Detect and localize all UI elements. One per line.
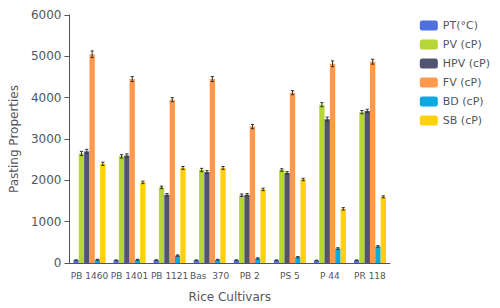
svg-text:PR 118: PR 118: [354, 271, 386, 281]
svg-text:0: 0: [54, 256, 62, 270]
svg-text:Pasting Properties: Pasting Properties: [7, 85, 21, 193]
svg-text:6000: 6000: [31, 8, 62, 22]
svg-text:PS 5: PS 5: [280, 271, 300, 281]
svg-text:PT(°C): PT(°C): [443, 19, 478, 32]
svg-text:PB 1121: PB 1121: [151, 271, 188, 281]
svg-text:2000: 2000: [31, 173, 62, 187]
svg-text:FV (cP): FV (cP): [443, 76, 482, 89]
svg-text:HPV (cP): HPV (cP): [443, 57, 490, 70]
svg-text:PB 1460: PB 1460: [71, 271, 109, 281]
svg-text:3000: 3000: [31, 132, 62, 146]
svg-text:Bas 370: Bas 370: [190, 271, 230, 281]
svg-text:PB 2: PB 2: [240, 271, 260, 281]
svg-text:1000: 1000: [31, 215, 62, 229]
svg-text:PV (cP): PV (cP): [443, 38, 482, 51]
svg-text:4000: 4000: [31, 91, 62, 105]
svg-text:5000: 5000: [31, 49, 62, 63]
svg-text:Rice Cultivars: Rice Cultivars: [188, 290, 270, 304]
svg-text:P 44: P 44: [320, 271, 340, 281]
svg-text:PB 1401: PB 1401: [111, 271, 148, 281]
svg-text:SB (cP): SB (cP): [443, 114, 482, 127]
svg-text:BD (cP): BD (cP): [443, 95, 484, 108]
